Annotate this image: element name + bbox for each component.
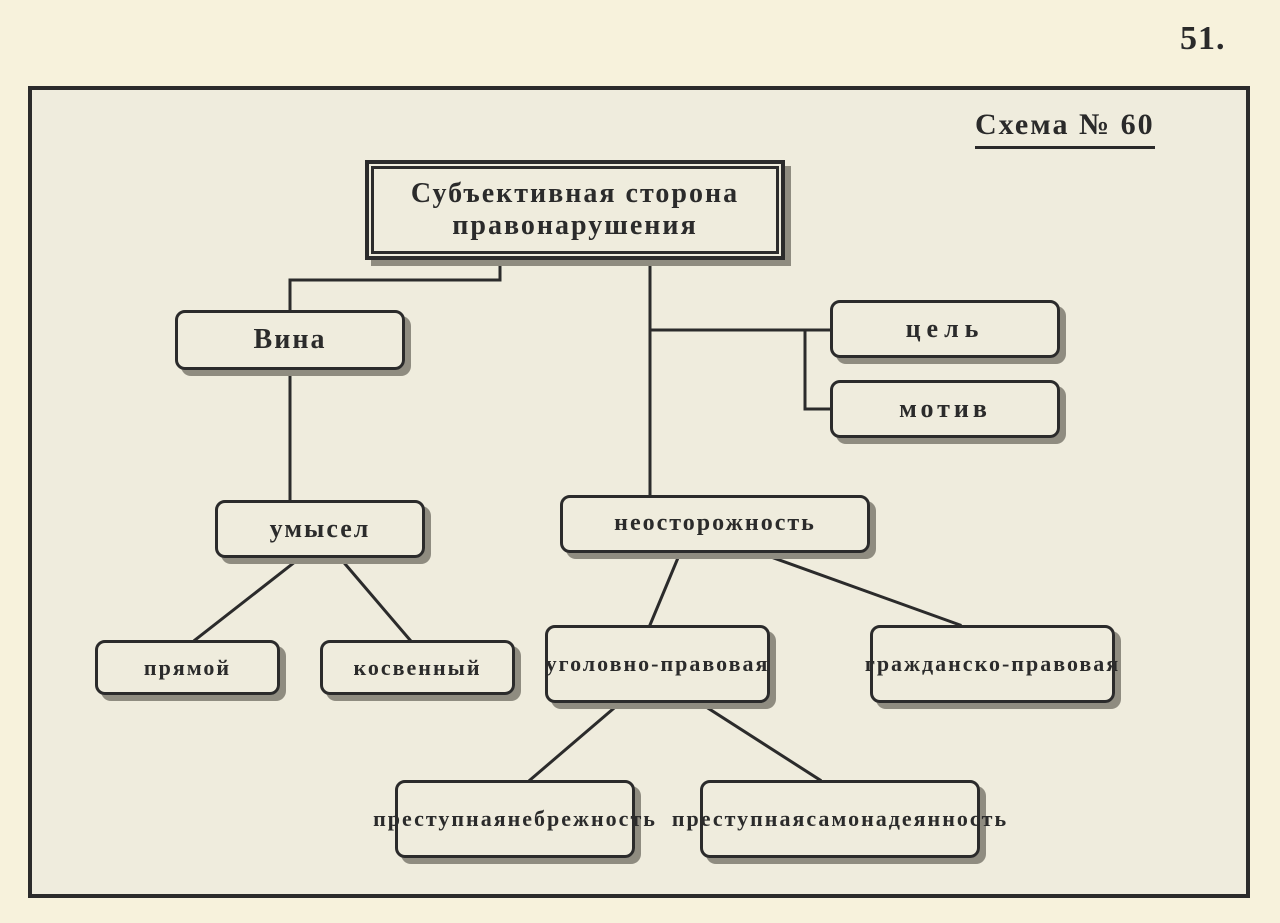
node-neost: неосторожность: [560, 495, 870, 553]
node-kosv: косвенный: [320, 640, 515, 695]
node-vina-label: Вина: [254, 324, 327, 356]
page: 51. Схема № 60 Субъективная сторона прав…: [0, 0, 1280, 923]
node-neost-label: неосторожность: [614, 510, 816, 538]
node-ugol: уголовно- правовая: [545, 625, 770, 703]
page-number: 51.: [1180, 20, 1226, 58]
node-root-line1: Субъективная сторона: [411, 178, 739, 209]
node-samon-line2: самонадеянность: [806, 806, 1008, 831]
node-pryamoy-label: прямой: [144, 655, 231, 680]
node-grazh: гражданско- правовая: [870, 625, 1115, 703]
node-nebr-line2: небрежность: [508, 806, 657, 831]
node-root-label: Субъективная сторона правонарушения: [411, 178, 739, 242]
node-grazh-line2: правовая: [1011, 651, 1120, 676]
node-nebr-line1: преступная: [373, 806, 507, 831]
node-kosv-label: косвенный: [354, 655, 482, 680]
node-umysel-label: умысел: [270, 514, 371, 544]
node-pryamoy: прямой: [95, 640, 280, 695]
node-umysel: умысел: [215, 500, 425, 558]
node-motiv-label: мотив: [899, 394, 991, 424]
scheme-label-text: Схема № 60: [975, 108, 1155, 141]
node-grazh-line1: гражданско-: [865, 651, 1011, 676]
scheme-label: Схема № 60: [975, 108, 1155, 149]
node-motiv: мотив: [830, 380, 1060, 438]
node-tsel-label: цель: [906, 314, 985, 344]
node-root-line2: правонарушения: [452, 210, 697, 241]
node-samon-line1: преступная: [672, 806, 806, 831]
node-ugol-line1: уголовно-: [546, 651, 661, 676]
node-samon: преступная самонадеянность: [700, 780, 980, 858]
node-root: Субъективная сторона правонарушения: [365, 160, 785, 260]
node-ugol-line2: правовая: [660, 651, 769, 676]
node-vina: Вина: [175, 310, 405, 370]
node-nebr: преступная небрежность: [395, 780, 635, 858]
node-tsel: цель: [830, 300, 1060, 358]
page-number-text: 51.: [1180, 20, 1226, 57]
